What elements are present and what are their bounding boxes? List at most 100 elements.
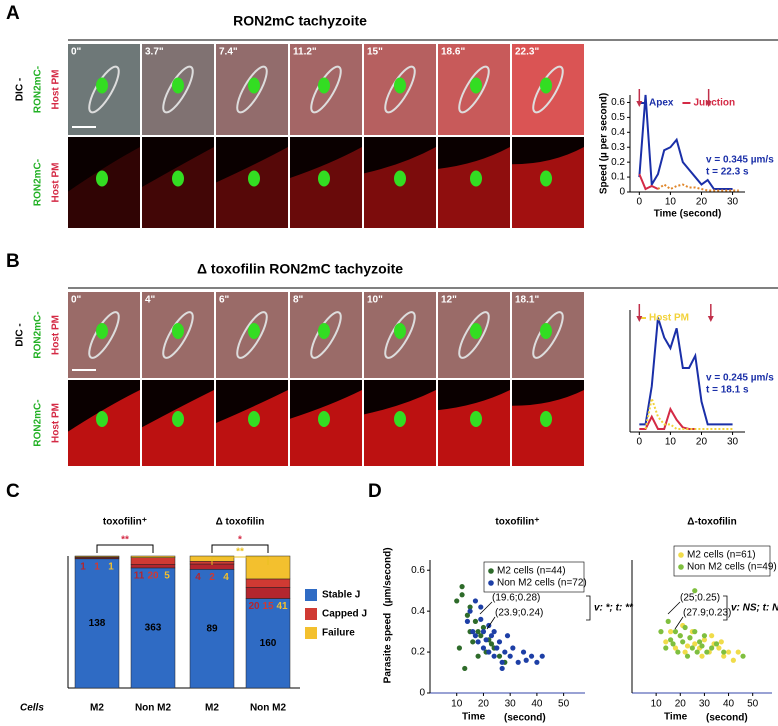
legend-swatch <box>678 564 684 570</box>
y-tick-label: 0.6 <box>611 97 625 108</box>
x-tick-label: 50 <box>558 699 570 710</box>
timestamp: 7.4" <box>219 47 238 58</box>
series-line <box>657 183 739 192</box>
scatter-point <box>499 665 505 672</box>
x-tick-label: 10 <box>665 197 677 208</box>
segment-label: 5 <box>164 571 170 582</box>
scatter-point <box>488 633 495 639</box>
host-membrane <box>68 147 140 228</box>
legend-box <box>483 561 585 593</box>
x-tick-label: 40 <box>723 699 735 710</box>
x-axis-label: Time <box>664 712 688 723</box>
scatter-point <box>464 612 471 618</box>
stat-bracket <box>723 595 728 621</box>
scatter-point <box>515 659 521 665</box>
scatter-point <box>491 629 497 635</box>
host-membrane <box>290 147 362 228</box>
host-membrane <box>364 390 436 466</box>
scatter-point <box>507 653 513 659</box>
segment-label: 20 <box>147 571 159 582</box>
annotation-pointer <box>674 616 684 630</box>
parasite-signal <box>394 77 406 94</box>
legend-box <box>673 545 771 577</box>
scatter-point <box>499 659 505 665</box>
bar-segment <box>130 564 176 569</box>
series-line <box>638 94 733 191</box>
legend-swatch <box>305 608 317 620</box>
panel-letter: D <box>368 481 382 502</box>
segment-label: 15 <box>262 601 274 612</box>
scatter-point <box>718 639 724 645</box>
scatter-point <box>725 649 732 655</box>
scatter-point <box>670 641 676 647</box>
scatter-point <box>456 645 462 651</box>
parasite-outline <box>236 65 268 114</box>
scatter-point <box>459 592 465 598</box>
y-tick-label: 0.4 <box>611 127 625 138</box>
y-tick-label: 0.4 <box>411 606 425 617</box>
row-label: RON2mC- <box>33 66 44 113</box>
bar-segment <box>130 555 176 558</box>
parasite-signal <box>172 170 184 187</box>
annotation: t = 22.3 s <box>706 167 749 178</box>
parasite-signal <box>470 170 482 187</box>
x-tick-label: 10 <box>651 699 663 710</box>
host-membrane <box>364 147 436 228</box>
series-line <box>639 317 733 426</box>
annotation: (25;0.25) <box>680 593 720 604</box>
scatter-point <box>692 641 698 647</box>
x-tick-label: Non M2 <box>135 703 172 714</box>
stat-label: v: *; t: ** <box>594 603 634 614</box>
scatter-point <box>730 657 736 663</box>
scatter-point <box>534 659 540 665</box>
chart-title: toxofilin⁺ <box>495 517 539 528</box>
legend-label: Junction <box>693 98 735 109</box>
scatter-point <box>709 633 715 639</box>
parasite-signal <box>96 411 108 427</box>
parasite-signal <box>248 170 260 187</box>
x-tick-label: 30 <box>699 699 711 710</box>
panel-title: Δ toxofilin RON2mC tachyzoite <box>197 261 403 277</box>
scatter-point <box>682 624 688 631</box>
row-label: Host PM <box>51 163 62 203</box>
scatter-point <box>488 641 495 647</box>
y-tick-label: 0.6 <box>411 565 425 576</box>
legend-label: Host PM <box>649 313 689 324</box>
segment-label: 4 <box>223 572 229 583</box>
scatter-point <box>520 649 527 655</box>
y-tick-label: 0.2 <box>611 157 625 168</box>
parasite-signal <box>96 77 108 94</box>
arrow-head <box>636 101 643 107</box>
parasite-signal <box>540 323 552 339</box>
row-label: RON2mC- <box>33 159 44 206</box>
scatter-point <box>491 653 497 659</box>
bar-segment <box>245 555 291 580</box>
scatter-point <box>480 624 487 631</box>
x-tick-label: 50 <box>747 699 759 710</box>
bar-segment <box>74 555 120 558</box>
x-tick-label: 30 <box>727 437 739 448</box>
legend-label: Stable J <box>322 590 360 601</box>
bar-segment <box>189 569 235 689</box>
host-membrane <box>512 147 584 228</box>
bar-segment <box>130 567 176 689</box>
segment-label: 1 <box>108 561 114 572</box>
scatter-point <box>467 608 473 614</box>
scatter-point <box>510 645 516 651</box>
scatter-point <box>478 604 484 610</box>
series-line <box>638 173 659 191</box>
y-tick-label: 0.3 <box>611 142 625 153</box>
parasite-signal <box>248 323 260 339</box>
legend-swatch <box>305 589 317 601</box>
scatter-point <box>494 645 500 651</box>
bar-segment <box>245 587 291 599</box>
parasite-outline <box>384 311 416 359</box>
scatter-point <box>677 633 683 639</box>
bar-value-label: 160 <box>260 638 277 649</box>
parasite-signal <box>318 323 330 339</box>
parasite-signal <box>394 411 406 427</box>
timestamp: 0" <box>71 295 82 306</box>
timestamp: 3.7" <box>145 47 164 58</box>
timestamp: 22.3" <box>515 47 539 58</box>
scatter-point <box>470 639 476 645</box>
